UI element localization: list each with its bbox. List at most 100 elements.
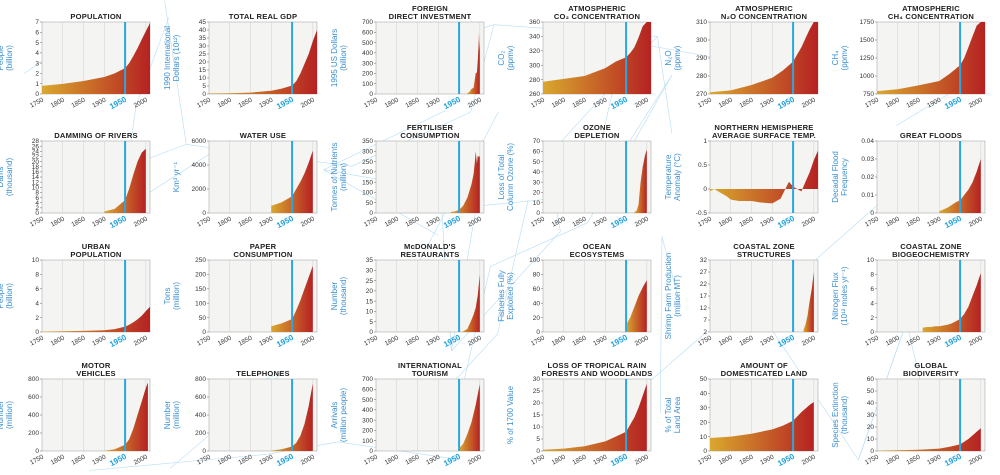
chart-title: COASTAL ZONE [733, 242, 795, 251]
network-line [164, 0, 187, 145]
x-tick-label-1950: 1950 [442, 214, 462, 231]
x-tick-label: 1900 [759, 96, 775, 109]
y-tick-label: 1750 [860, 19, 875, 26]
chart-title: ECOSYSTEMS [570, 250, 625, 259]
x-tick-label: 2000 [467, 453, 483, 466]
y-tick-label: 2 [703, 329, 707, 336]
x-tick-label: 1900 [592, 96, 608, 109]
chart-title: DEPLETION [574, 131, 619, 140]
x-tick-label-1950: 1950 [442, 452, 462, 469]
y-tick-label: 0 [35, 210, 39, 217]
y-tick-label: 350 [362, 138, 373, 145]
chart-title: TOURISM [412, 369, 448, 378]
x-tick-label: 2000 [300, 215, 316, 228]
y-tick-label: 4 [35, 50, 39, 57]
x-tick-label: 2000 [300, 334, 316, 347]
y-tick-label: 22 [700, 281, 708, 288]
x-tick-label: 1750 [697, 96, 713, 109]
x-tick-label: 1850 [571, 96, 587, 109]
x-tick-label: 1900 [926, 215, 942, 228]
y-tick-label: 24 [32, 148, 40, 155]
chart-title: URBAN [82, 242, 110, 251]
data-area [710, 22, 818, 94]
x-tick-label: 1850 [70, 334, 86, 347]
y-tick-label: 200 [195, 430, 206, 437]
x-tick-label-1950: 1950 [776, 333, 796, 350]
y-axis-label: Exploited (%) [506, 272, 515, 320]
y-tick-label: 1250 [860, 55, 875, 62]
y-tick-label: 27 [700, 269, 708, 276]
y-tick-label: 2 [35, 205, 39, 212]
chart-panel: TELEPHONES 0 200 400 600 800 1750 1800 1850 1900 1… [163, 369, 318, 468]
x-tick-label: 2000 [133, 334, 149, 347]
x-tick-label: 1900 [425, 334, 441, 347]
x-tick-label-1950: 1950 [108, 95, 128, 112]
y-axis-label: CH₄ [831, 51, 840, 66]
y-tick-label: 10 [533, 424, 541, 431]
y-tick-label: 30 [867, 412, 875, 419]
data-area [939, 159, 981, 213]
y-tick-label: 32 [700, 257, 708, 264]
x-tick-label: 2000 [634, 453, 650, 466]
y-tick-label: 15 [533, 412, 541, 419]
data-area [104, 382, 148, 451]
y-tick-label: 45 [199, 19, 207, 26]
chart-title: GREAT FLOODS [900, 131, 962, 140]
y-axis-label: CO₂ [497, 50, 506, 65]
y-tick-label: 0 [202, 210, 206, 217]
x-tick-label: 1850 [404, 334, 420, 347]
chart-title: ATMOSPHERIC [568, 4, 626, 13]
y-axis-label: Temperature [664, 154, 673, 199]
data-area [104, 148, 146, 213]
chart-title: AVERAGE SURFACE TEMP. [712, 131, 816, 140]
y-tick-label: 60 [867, 376, 875, 383]
y-tick-label: 600 [362, 386, 373, 393]
y-tick-label: 40 [199, 27, 207, 34]
x-tick-label: 1850 [738, 96, 754, 109]
chart-title: RESTAURANTS [400, 250, 459, 259]
chart-title: OZONE [583, 123, 611, 132]
y-tick-label: 50 [867, 388, 875, 395]
x-tick-label: 2000 [634, 215, 650, 228]
chart-title: CO₂ CONCENTRATION [554, 12, 640, 21]
x-tick-label: 1750 [697, 453, 713, 466]
y-axis-label: 1990 International [163, 26, 172, 90]
chart-title: WATER USE [240, 131, 286, 140]
network-line [89, 454, 267, 471]
y-axis-label: Species Extinction [831, 382, 840, 447]
x-tick-label-1950: 1950 [776, 214, 796, 231]
x-tick-label: 1800 [551, 96, 567, 109]
x-tick-label: 2000 [801, 96, 817, 109]
x-tick-label: 1850 [571, 334, 587, 347]
x-tick-label: 1900 [592, 453, 608, 466]
y-tick-label: 2000 [192, 186, 207, 193]
y-tick-label: 20 [533, 400, 541, 407]
chart-title: BIODIVERSITY [903, 369, 959, 378]
y-tick-label: 50 [366, 200, 374, 207]
y-tick-label: 70 [533, 138, 541, 145]
y-tick-label: 20 [700, 419, 708, 426]
y-tick-label: 400 [362, 50, 373, 57]
y-tick-label: 5 [35, 40, 39, 47]
y-tick-label: 12 [32, 179, 40, 186]
x-tick-label-1950: 1950 [609, 95, 629, 112]
y-axis-label: (billion) [5, 283, 14, 309]
x-tick-label-1950: 1950 [275, 214, 295, 231]
y-axis-label: Frequency [840, 158, 849, 196]
x-tick-label-1950: 1950 [943, 452, 963, 469]
chart-title: POPULATION [70, 12, 121, 21]
y-tick-label: 100 [529, 257, 540, 264]
x-tick-label: 1750 [864, 96, 880, 109]
y-axis-label: Number [0, 400, 5, 429]
y-axis-label: (ppmv) [506, 45, 515, 70]
y-tick-label: 15 [366, 298, 374, 305]
y-tick-label: 150 [362, 179, 373, 186]
chart-title: FERTILISER [407, 123, 454, 132]
x-tick-label: 2000 [467, 215, 483, 228]
y-tick-label: 10 [199, 75, 207, 82]
